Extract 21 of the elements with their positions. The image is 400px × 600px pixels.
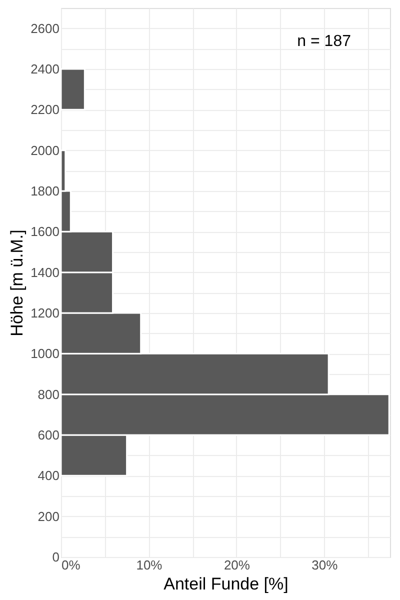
y-tick-label: 1600 xyxy=(30,224,60,240)
y-axis-title: Höhe [m ü.M.] xyxy=(8,230,27,336)
x-tick-label: 0% xyxy=(62,558,81,572)
y-tick-label: 1400 xyxy=(30,264,60,280)
y-tick-label: 1200 xyxy=(30,306,60,320)
y-tick-label: 600 xyxy=(38,428,60,442)
y-tick-label: 2000 xyxy=(30,142,60,158)
annotation: n = 187 xyxy=(297,33,352,50)
x-axis-title: Anteil Funde [%] xyxy=(164,574,288,594)
y-tick-label: 2400 xyxy=(30,62,60,76)
y-tick-label: 200 xyxy=(38,508,60,524)
y-tick-label: 400 xyxy=(38,468,60,484)
y-tick-label: 800 xyxy=(38,386,60,402)
x-tick-label: 10% xyxy=(136,558,163,572)
y-tick-label: 2200 xyxy=(30,102,60,118)
y-tick-label: 2600 xyxy=(30,20,60,36)
x-tick-label: 30% xyxy=(312,558,338,572)
y-tick-label: 1800 xyxy=(30,184,60,198)
y-tick-label: 0 xyxy=(52,550,60,564)
y-tick-label: 1000 xyxy=(30,346,60,362)
x-tick-label: 20% xyxy=(224,558,250,572)
